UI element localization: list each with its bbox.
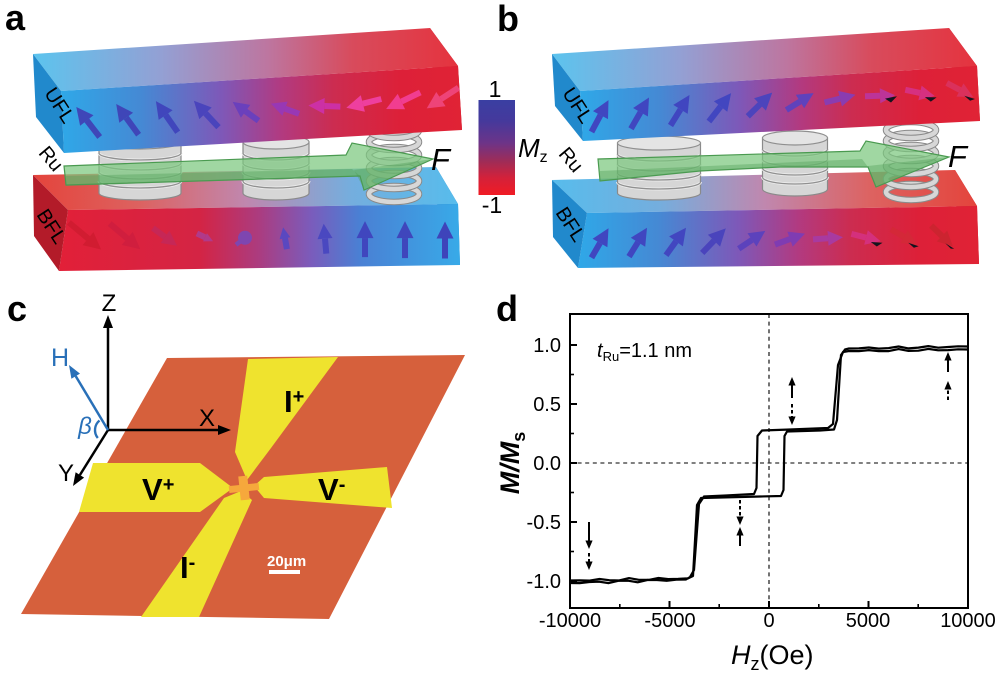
svg-text:d: d — [496, 288, 518, 329]
svg-text:c: c — [7, 288, 27, 329]
svg-text:Hz(Oe): Hz(Oe) — [731, 640, 814, 674]
svg-text:M/Ms: M/Ms — [495, 432, 529, 495]
svg-text:Y: Y — [58, 460, 74, 487]
svg-text:0.0: 0.0 — [533, 453, 561, 475]
svg-text:-1.0: -1.0 — [527, 571, 561, 593]
svg-text:tRu=1.1 nm: tRu=1.1 nm — [597, 340, 692, 364]
svg-text:F: F — [431, 142, 452, 177]
svg-text:-5000: -5000 — [644, 610, 695, 632]
svg-text:X: X — [199, 405, 215, 432]
svg-text:-10000: -10000 — [539, 610, 601, 632]
svg-text:Z: Z — [102, 290, 117, 317]
svg-text:a: a — [5, 0, 26, 38]
svg-text:H: H — [51, 344, 69, 372]
svg-text:β: β — [77, 413, 92, 440]
svg-text:F: F — [948, 139, 969, 174]
svg-text:10000: 10000 — [940, 610, 996, 632]
svg-text:1: 1 — [489, 76, 502, 102]
svg-text:-1: -1 — [482, 192, 502, 218]
svg-text:5000: 5000 — [846, 610, 891, 632]
svg-text:-0.5: -0.5 — [527, 512, 561, 534]
svg-text:0: 0 — [763, 610, 774, 632]
svg-text:0.5: 0.5 — [533, 394, 561, 416]
svg-text:20μm: 20μm — [267, 553, 306, 570]
svg-text:1.0: 1.0 — [533, 335, 561, 357]
svg-text:b: b — [497, 0, 519, 39]
